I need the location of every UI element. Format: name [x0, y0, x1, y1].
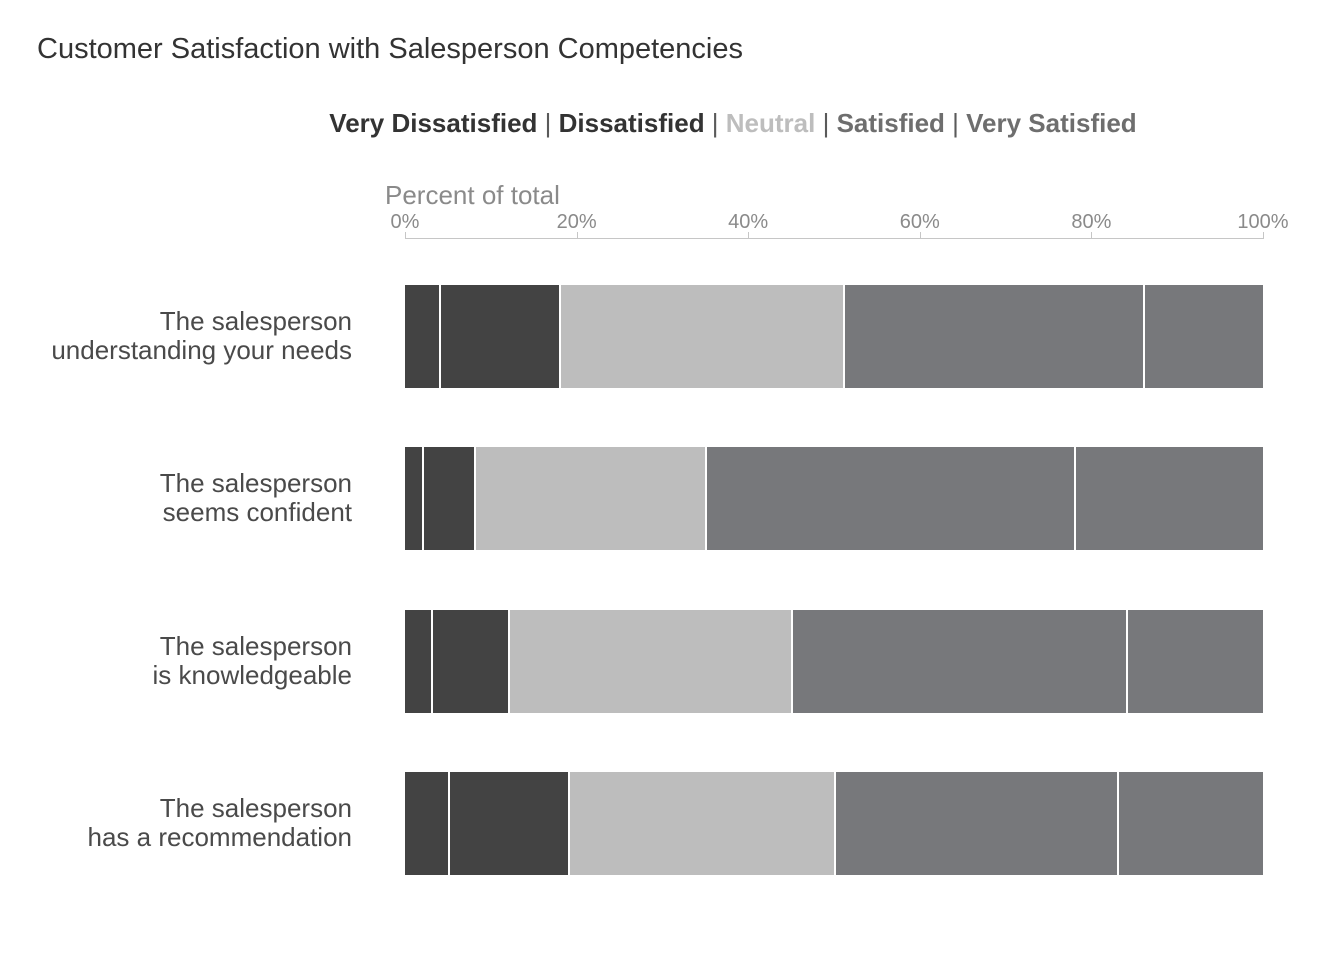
legend: Very Dissatisfied | Dissatisfied | Neutr…	[0, 108, 1344, 139]
category-label-line: seems confident	[162, 497, 352, 527]
bar-row	[405, 610, 1263, 713]
bar-segment	[447, 772, 568, 875]
x-tick-label: 20%	[556, 211, 597, 233]
bar-segment	[405, 285, 440, 388]
category-label-line: has a recommendation	[87, 822, 352, 852]
legend-item: Dissatisfied	[558, 108, 705, 138]
bar-segment	[1125, 610, 1263, 713]
bar-segment	[430, 610, 508, 713]
category-label-line: The salesperson	[159, 793, 352, 823]
bar-segment	[1142, 285, 1263, 388]
category-label-line: is knowledgeable	[152, 660, 352, 690]
bar-segment	[405, 447, 423, 550]
category-label: The salesperson is knowledgeable	[153, 632, 352, 690]
x-tick-label: 60%	[899, 211, 940, 233]
bar-segment	[507, 610, 792, 713]
legend-separator: |	[944, 108, 967, 138]
x-tick-label: 80%	[1071, 211, 1112, 233]
bar-segment	[791, 610, 1126, 713]
legend-separator: |	[704, 108, 726, 138]
x-tick-label: 40%	[728, 211, 769, 233]
bar-segment	[842, 285, 1143, 388]
bar-segment	[1074, 447, 1263, 550]
x-tick-mark	[576, 232, 578, 239]
bar-row	[405, 285, 1263, 388]
x-tick-mark	[1263, 232, 1264, 239]
bar-segment	[439, 285, 560, 388]
legend-separator: |	[815, 108, 837, 138]
bar-segment	[834, 772, 1118, 875]
bar-segment	[705, 447, 1075, 550]
x-tick-label: 0%	[390, 211, 420, 233]
category-label-line: The salesperson	[159, 631, 352, 661]
x-axis-title: Percent of total	[385, 180, 560, 210]
x-axis-line	[405, 238, 1263, 239]
chart-title: Customer Satisfaction with Salesperson C…	[37, 33, 743, 65]
category-label-line: understanding your needs	[51, 335, 352, 365]
bar-segment	[1117, 772, 1263, 875]
x-tick-mark	[1091, 232, 1093, 239]
bar-row	[405, 447, 1263, 550]
legend-separator: |	[537, 108, 559, 138]
bar-segment	[405, 610, 431, 713]
x-tick-label: 100%	[1237, 211, 1289, 233]
category-label-line: The salesperson	[159, 468, 352, 498]
category-label-line: The salesperson	[159, 306, 352, 336]
x-tick-mark	[919, 232, 921, 239]
bar-segment	[405, 772, 448, 875]
bar-segment	[473, 447, 706, 550]
legend-item: Very Satisfied	[966, 108, 1137, 138]
category-label: The salesperson has a recommendation	[88, 794, 352, 852]
bar-segment	[422, 447, 474, 550]
category-label: The salesperson understanding your needs	[51, 307, 352, 365]
x-tick-mark	[748, 232, 750, 239]
bar-segment	[568, 772, 834, 875]
legend-item: Very Dissatisfied	[329, 108, 538, 138]
x-tick-mark	[405, 232, 406, 239]
bar-segment	[559, 285, 843, 388]
legend-item: Neutral	[725, 108, 816, 138]
legend-item: Satisfied	[836, 108, 945, 138]
bar-row	[405, 772, 1263, 875]
category-label: The salesperson seems confident	[160, 469, 352, 527]
